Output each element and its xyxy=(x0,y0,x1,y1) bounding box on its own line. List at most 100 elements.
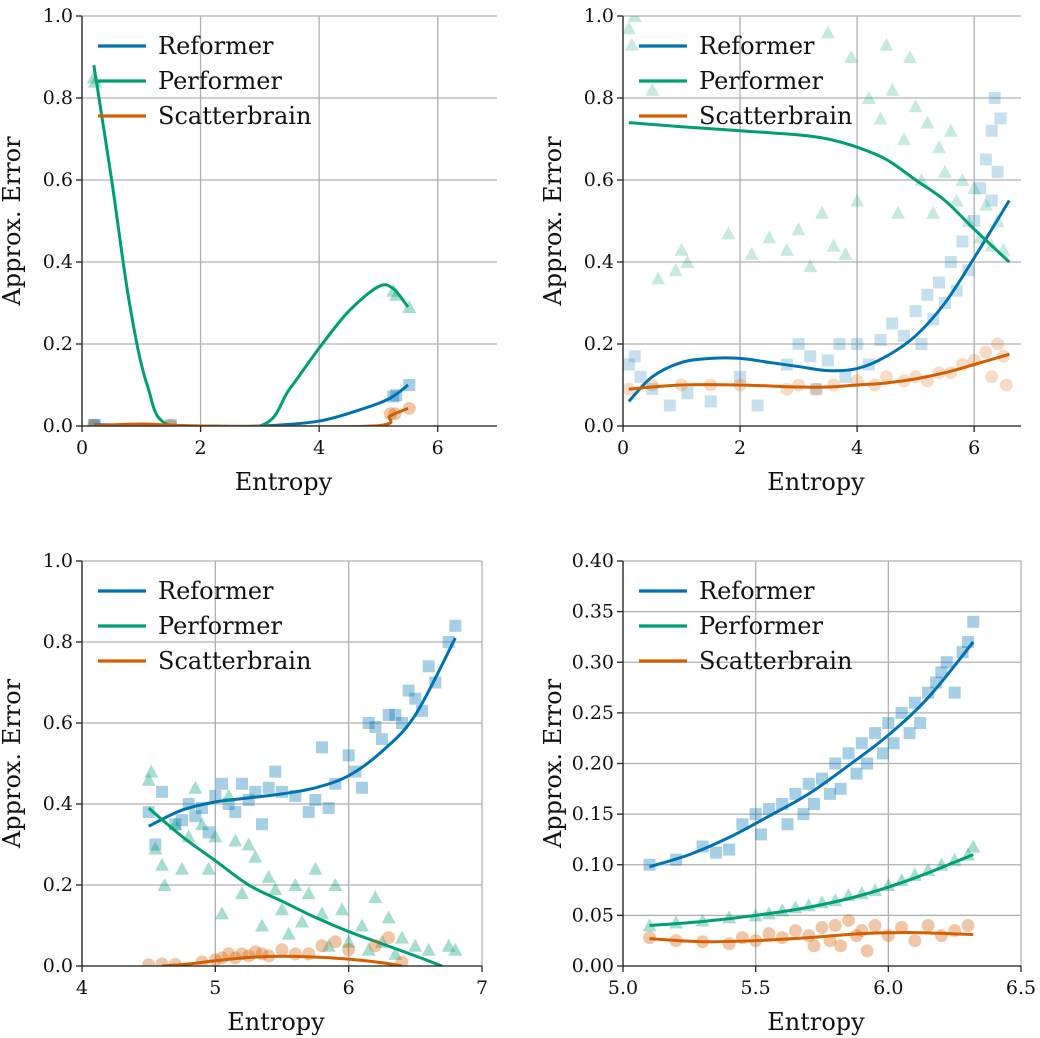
point-performer xyxy=(908,99,923,113)
point-scatterbrain xyxy=(908,934,922,948)
x-tick-label: 6 xyxy=(968,437,980,459)
point-performer xyxy=(932,140,947,154)
point-reformer xyxy=(449,619,462,632)
point-reformer xyxy=(734,370,747,383)
point-performer xyxy=(920,115,935,129)
point-reformer xyxy=(751,399,764,412)
point-performer xyxy=(148,841,163,855)
point-performer xyxy=(308,861,323,875)
fit-line-reformer xyxy=(649,641,975,869)
point-scatterbrain xyxy=(643,931,657,945)
point-scatterbrain xyxy=(780,382,794,396)
point-performer xyxy=(221,788,236,802)
point-reformer xyxy=(974,182,987,195)
point-reformer xyxy=(409,692,422,705)
point-scatterbrain xyxy=(999,378,1013,392)
point-scatterbrain xyxy=(382,931,396,945)
y-tick-label: 0.2 xyxy=(43,874,73,896)
y-tick-label: 1.0 xyxy=(43,5,73,27)
point-performer xyxy=(275,902,289,916)
point-performer xyxy=(902,50,917,63)
point-reformer xyxy=(851,338,864,350)
point-scatterbrain xyxy=(155,957,169,966)
point-reformer xyxy=(886,317,899,330)
series-reformer xyxy=(142,619,462,851)
point-performer xyxy=(623,21,636,35)
point-reformer xyxy=(967,615,980,628)
point-scatterbrain xyxy=(828,919,842,932)
point-scatterbrain xyxy=(881,929,895,943)
point-performer xyxy=(943,123,958,137)
point-reformer xyxy=(422,660,435,673)
x-tick-label: 0 xyxy=(617,437,629,459)
point-reformer xyxy=(829,757,842,770)
subplot-2: 0 2 4 6 0.0 0.2 0.4 0.6 0.8 1.0 Entropy Approx. Err… xyxy=(539,5,1021,496)
point-performer xyxy=(321,938,336,952)
legend: Reformer Performer Scatterbrain xyxy=(98,32,311,130)
y-tick-label: 0.25 xyxy=(572,702,614,724)
point-performer xyxy=(955,173,970,186)
point-scatterbrain xyxy=(879,370,893,384)
point-reformer xyxy=(994,112,1007,125)
point-scatterbrain xyxy=(961,919,975,932)
point-reformer xyxy=(956,235,969,248)
x-tick-label: 5.0 xyxy=(608,977,638,999)
legend-label-performer: Performer xyxy=(158,612,283,640)
point-scatterbrain xyxy=(788,924,802,938)
fit-line-scatterbrain xyxy=(93,406,409,426)
point-reformer xyxy=(789,787,802,800)
series-scatterbrain xyxy=(643,913,975,958)
point-reformer xyxy=(781,818,794,831)
x-tick-label: 6 xyxy=(343,977,355,999)
y-tick-label: 0.20 xyxy=(572,753,614,775)
y-tick-label: 0.6 xyxy=(584,169,614,191)
point-reformer xyxy=(948,686,961,699)
point-performer xyxy=(241,837,256,851)
point-performer xyxy=(844,50,859,63)
point-reformer xyxy=(149,838,162,851)
point-scatterbrain xyxy=(722,937,736,951)
x-tick-label: 5 xyxy=(209,977,221,999)
point-performer xyxy=(885,82,900,96)
y-tick-label: 0.8 xyxy=(43,87,73,109)
plot-area xyxy=(86,64,417,426)
point-scatterbrain xyxy=(868,919,882,932)
x-tick-label: 6 xyxy=(432,437,444,459)
point-performer xyxy=(235,886,249,900)
point-reformer xyxy=(903,727,916,740)
x-tick-label: 6.0 xyxy=(873,977,903,999)
point-reformer xyxy=(968,215,981,227)
series-reformer xyxy=(643,615,980,871)
point-reformer xyxy=(396,717,408,729)
y-tick-label: 0.6 xyxy=(43,712,73,734)
x-axis-label: Entropy xyxy=(235,468,333,496)
point-reformer xyxy=(988,92,1001,104)
y-tick-label: 0.05 xyxy=(572,904,614,926)
legend-label-performer: Performer xyxy=(699,612,824,640)
point-performer xyxy=(861,91,876,104)
point-performer xyxy=(791,222,806,236)
point-reformer xyxy=(792,338,805,350)
series-scatterbrain xyxy=(142,931,409,966)
fit-line-reformer xyxy=(627,199,1011,403)
point-reformer xyxy=(874,333,887,346)
x-axis-label: Entropy xyxy=(767,468,865,496)
y-tick-label: 0.10 xyxy=(572,854,614,876)
point-reformer xyxy=(834,782,847,795)
point-reformer xyxy=(402,684,415,697)
point-reformer xyxy=(723,843,736,856)
series-performer xyxy=(86,64,417,426)
point-scatterbrain xyxy=(288,947,302,961)
point-performer xyxy=(195,817,209,831)
point-performer xyxy=(141,772,156,786)
point-scatterbrain xyxy=(807,939,821,953)
point-performer xyxy=(248,849,263,863)
fit-line-performer xyxy=(649,853,974,927)
point-scatterbrain xyxy=(762,927,776,941)
point-reformer xyxy=(754,828,767,841)
point-reformer xyxy=(164,419,177,426)
point-performer xyxy=(873,111,888,125)
point-scatterbrain xyxy=(248,945,262,959)
point-performer xyxy=(990,214,1005,227)
point-reformer xyxy=(933,276,946,289)
